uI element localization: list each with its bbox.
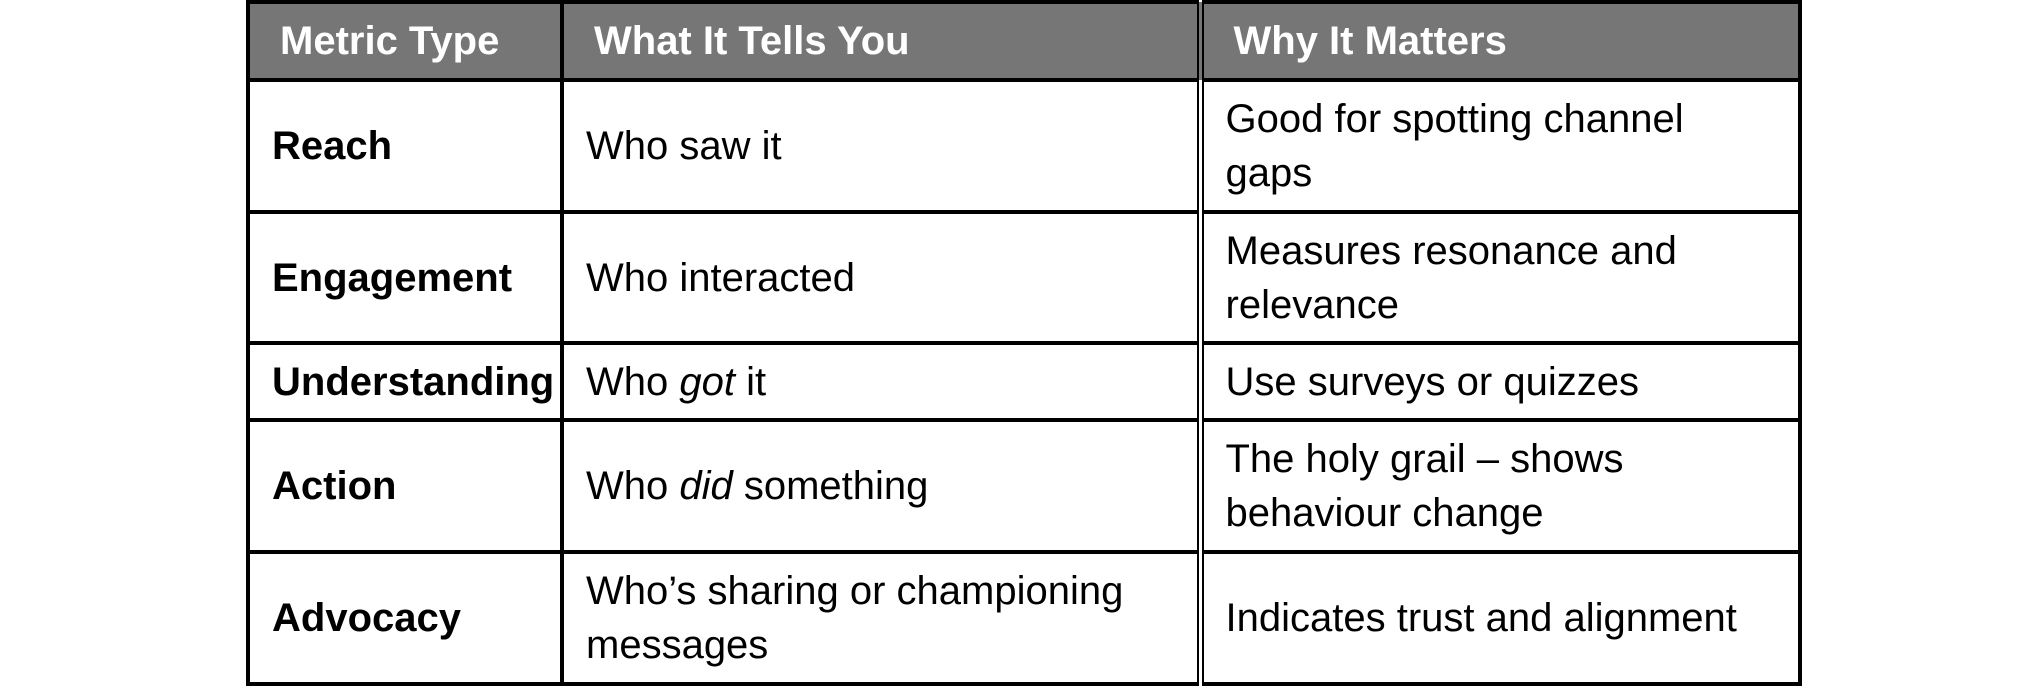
header-what-it-tells-you: What It Tells You <box>560 0 1202 82</box>
metric-cell: Action <box>246 418 564 555</box>
metrics-table-wrapper: Metric Type What It Tells You Why It Mat… <box>246 0 1802 686</box>
matters-cell: Measures resonance and relevance <box>1196 209 1802 346</box>
header-why-it-matters: Why It Matters <box>1196 0 1802 82</box>
tells-text: Who interacted <box>586 255 856 300</box>
table-row: Reach Who saw it Good for spotting chann… <box>246 78 1802 214</box>
metrics-table: Metric Type What It Tells You Why It Mat… <box>246 0 1802 686</box>
tells-cell: Who saw it <box>560 78 1202 214</box>
tells-cell: Who did something <box>560 418 1202 555</box>
tells-cell: Who interacted <box>560 209 1202 346</box>
matters-cell: Indicates trust and alignment <box>1196 550 1802 686</box>
table-row: Engagement Who interacted Measures reson… <box>246 209 1802 346</box>
tells-text: Who’s sharing or championing messages <box>586 569 1124 668</box>
matters-cell: The holy grail – shows behaviour change <box>1196 418 1802 555</box>
tells-text-after: something <box>732 464 929 509</box>
tells-text: Who <box>586 464 680 509</box>
header-metric-type: Metric Type <box>246 0 564 82</box>
metric-cell: Engagement <box>246 209 564 346</box>
header-row: Metric Type What It Tells You Why It Mat… <box>246 0 1802 82</box>
tells-emphasis: did <box>679 464 733 509</box>
table-row: Action Who did something The holy grail … <box>246 418 1802 555</box>
matters-cell: Good for spotting channel gaps <box>1196 78 1802 214</box>
tells-emphasis: got <box>679 359 735 404</box>
tells-cell: Who’s sharing or championing messages <box>560 550 1202 686</box>
tells-text: Who saw it <box>586 123 782 168</box>
tells-text-after: it <box>734 359 767 404</box>
table-row: Understanding Who got it Use surveys or … <box>246 341 1802 423</box>
matters-cell: Use surveys or quizzes <box>1196 341 1802 423</box>
metric-cell: Advocacy <box>246 550 564 686</box>
metric-cell: Reach <box>246 78 564 214</box>
table-header: Metric Type What It Tells You Why It Mat… <box>246 0 1802 82</box>
table-row: Advocacy Who’s sharing or championing me… <box>246 550 1802 686</box>
metric-cell: Understanding <box>246 341 564 423</box>
tells-text: Who <box>586 359 680 404</box>
tells-cell: Who got it <box>560 341 1202 423</box>
table-body: Reach Who saw it Good for spotting chann… <box>246 78 1802 686</box>
